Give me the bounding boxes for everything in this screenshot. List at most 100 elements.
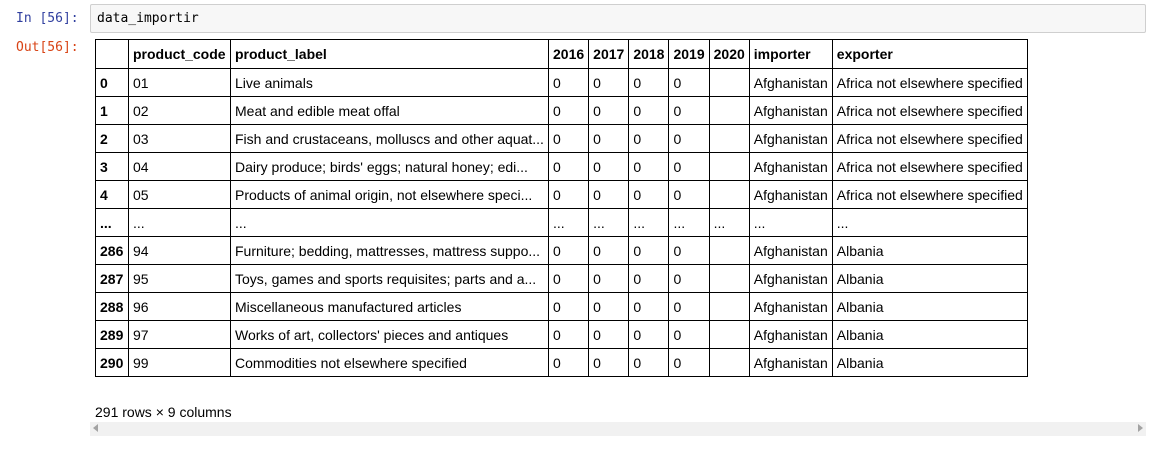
column-header-2017: 2017 [588,39,630,69]
importer-cell: Afghanistan [748,180,833,209]
value-2019-cell: 0 [668,236,710,265]
table-row: 2 03 Fish and crustaceans, molluscs and ot… [95,124,1028,153]
column-header-2020: 2020 [708,39,750,69]
value-2018-cell: 0 [628,320,670,349]
value-2017-cell: 0 [588,292,630,321]
product-code-cell: 99 [128,348,231,377]
importer-cell: Afghanistan [748,236,833,265]
product-code-cell: 01 [128,68,231,97]
output-prompt: Out[56]: [16,40,79,55]
product-label-cell: Fish and crustaceans, molluscs and other… [230,124,549,153]
value-2020-cell [708,180,750,209]
value-2018-cell: 0 [628,236,670,265]
value-2017-cell: 0 [588,264,630,293]
table-row: 4 05 Products of animal origin, not elsewh… [95,180,1028,209]
table-header-row: product_code product_label 2016 2017 201… [95,39,1028,69]
product-code-cell: 03 [128,124,231,153]
row-index: 3 [95,152,129,181]
importer-cell: Afghanistan [748,292,833,321]
value-2019-cell: 0 [668,292,710,321]
importer-cell: Afghanistan [748,320,833,349]
product-code-cell: 05 [128,180,231,209]
value-2019-cell: 0 [668,124,710,153]
importer-cell: Afghanistan [748,264,833,293]
product-label-cell: Products of animal origin, not elsewhere… [230,180,549,209]
column-header-index [95,39,129,69]
dataframe-table: product_code product_label 2016 2017 201… [95,39,1028,377]
value-2018-cell: 0 [628,180,670,209]
value-2020-cell [708,236,750,265]
value-2019-cell: 0 [668,96,710,125]
exporter-cell: Africa not elsewhere specified [831,180,1028,209]
product-code-cell: 97 [128,320,231,349]
scroll-right-icon[interactable] [1138,424,1143,432]
value-2017-cell: 0 [588,152,630,181]
value-2018-cell: 0 [628,152,670,181]
value-2019-cell: 0 [668,180,710,209]
code-input-cell[interactable]: data_importir [90,4,1146,33]
value-2018-cell: 0 [628,124,670,153]
value-2019-cell: 0 [668,320,710,349]
value-2017-cell: 0 [588,320,630,349]
value-2019-cell: 0 [668,348,710,377]
table-row: 290 99 Commodities not elsewhere specified… [95,348,1028,377]
value-2019-cell: 0 [668,152,710,181]
product-label-cell: ... [230,208,549,237]
column-header-product-label: product_label [230,39,549,69]
exporter-cell: ... [831,208,1028,237]
value-2016-cell: 0 [547,348,590,377]
value-2018-cell: ... [628,208,670,237]
value-2020-cell: ... [708,208,750,237]
input-prompt: In [56]: [16,11,79,26]
value-2017-cell: 0 [588,180,630,209]
product-label-cell: Miscellaneous manufactured articles [230,292,549,321]
value-2017-cell: ... [588,208,630,237]
importer-cell: Afghanistan [748,68,833,97]
value-2016-cell: 0 [547,292,590,321]
product-label-cell: Commodities not elsewhere specified [230,348,549,377]
product-code-cell: ... [128,208,231,237]
value-2018-cell: 0 [628,292,670,321]
table-row: 287 95 Toys, games and sports requisites; … [95,264,1028,293]
value-2016-cell: 0 [547,264,590,293]
value-2017-cell: 0 [588,68,630,97]
value-2020-cell [708,68,750,97]
table-row: 289 97 Works of art, collectors' pieces an… [95,320,1028,349]
column-header-2018: 2018 [628,39,670,69]
table-row: .............................. [95,208,1028,237]
importer-cell: Afghanistan [748,152,833,181]
value-2016-cell: 0 [547,152,590,181]
dataframe-shape-summary: 291 rows × 9 columns [95,404,232,420]
product-code-cell: 96 [128,292,231,321]
value-2016-cell: 0 [547,96,590,125]
row-index: ... [95,208,129,237]
value-2019-cell: ... [668,208,710,237]
exporter-cell: Africa not elsewhere specified [831,68,1028,97]
importer-cell: Afghanistan [748,96,833,125]
value-2017-cell: 0 [588,236,630,265]
importer-cell: Afghanistan [748,348,833,377]
table-row: 286 94 Furniture; bedding, mattresses, mat… [95,236,1028,265]
value-2020-cell [708,292,750,321]
value-2020-cell [708,320,750,349]
row-index: 2 [95,124,129,153]
exporter-cell: Albania [831,264,1028,293]
horizontal-scrollbar[interactable] [90,422,1146,436]
table-row: 3 04 Dairy produce; birds' eggs; natural h… [95,152,1028,181]
value-2017-cell: 0 [588,124,630,153]
importer-cell: ... [748,208,833,237]
value-2020-cell [708,152,750,181]
value-2020-cell [708,96,750,125]
code-text: data_importir [97,11,199,26]
product-label-cell: Works of art, collectors' pieces and ant… [230,320,549,349]
table-row: 288 96 Miscellaneous manufactured articles… [95,292,1028,321]
exporter-cell: Albania [831,236,1028,265]
product-label-cell: Toys, games and sports requisites; parts… [230,264,549,293]
column-header-2019: 2019 [668,39,710,69]
value-2020-cell [708,124,750,153]
value-2018-cell: 0 [628,68,670,97]
scroll-left-icon[interactable] [93,424,98,432]
value-2019-cell: 0 [668,264,710,293]
value-2016-cell: 0 [547,236,590,265]
importer-cell: Afghanistan [748,124,833,153]
